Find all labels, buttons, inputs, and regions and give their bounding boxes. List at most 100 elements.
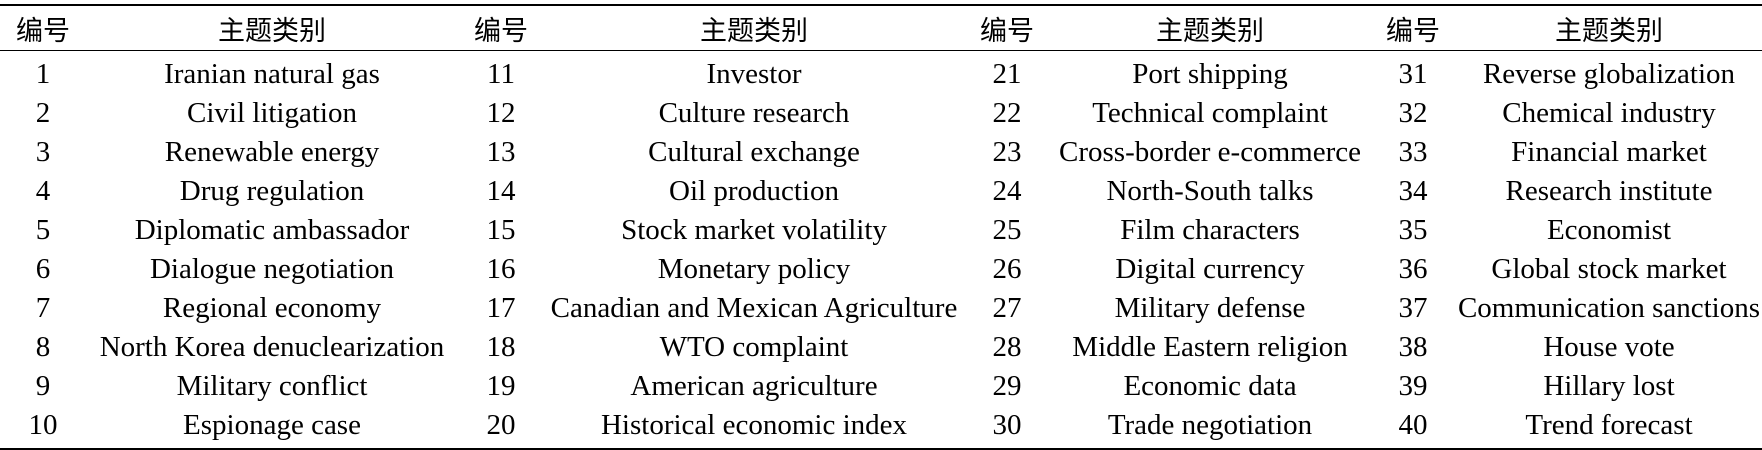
topic-number: 5 xyxy=(35,214,51,246)
topic-category: Diplomatic ambassador xyxy=(134,214,410,246)
topic-number: 1 xyxy=(35,58,51,90)
topic-category: Espionage case xyxy=(183,409,361,441)
topic-number: 14 xyxy=(486,175,516,207)
topic-category: North-South talks xyxy=(1106,175,1314,207)
topic-number: 11 xyxy=(487,58,515,90)
topic-category: Digital currency xyxy=(1115,253,1305,285)
topic-category: Research institute xyxy=(1505,175,1713,207)
table-row: 10 Espionage case 20 Historical economic… xyxy=(0,406,1762,449)
topic-number: 2 xyxy=(35,97,51,129)
topic-category: Civil litigation xyxy=(187,97,357,129)
topic-number: 15 xyxy=(486,214,516,246)
topic-category: Iranian natural gas xyxy=(164,58,380,90)
topic-number: 32 xyxy=(1398,97,1428,129)
topic-category: Communication sanctions xyxy=(1457,292,1761,324)
topic-category: Dialogue negotiation xyxy=(149,253,395,285)
table-row: 8 North Korea denuclearization 18 WTO co… xyxy=(0,328,1762,367)
topic-number: 28 xyxy=(992,331,1022,363)
topic-category: Film characters xyxy=(1120,214,1300,246)
header-topic: 主题类别 xyxy=(1156,15,1264,47)
topic-number: 9 xyxy=(35,370,51,402)
table-row: 1 Iranian natural gas 11 Investor 21 Por… xyxy=(0,51,1762,95)
topic-category: Culture research xyxy=(658,97,850,129)
topic-number: 17 xyxy=(486,292,516,324)
topic-number: 24 xyxy=(992,175,1022,207)
table-row: 7 Regional economy 17 Canadian and Mexic… xyxy=(0,289,1762,328)
topic-category: Financial market xyxy=(1511,136,1707,168)
topic-number: 38 xyxy=(1398,331,1428,363)
topic-number: 18 xyxy=(486,331,516,363)
topic-number: 23 xyxy=(992,136,1022,168)
topic-number: 36 xyxy=(1398,253,1428,285)
table-row: 9 Military conflict 19 American agricult… xyxy=(0,367,1762,406)
header-topic: 主题类别 xyxy=(218,15,326,47)
topic-number: 20 xyxy=(486,409,516,441)
topic-category: Global stock market xyxy=(1491,253,1727,285)
topic-number: 10 xyxy=(28,409,58,441)
topic-category: Port shipping xyxy=(1132,58,1288,90)
topic-category: Drug regulation xyxy=(179,175,365,207)
topic-category: Trend forecast xyxy=(1525,409,1693,441)
topic-number: 6 xyxy=(35,253,51,285)
topic-category: Regional economy xyxy=(162,292,382,324)
topic-category: North Korea denuclearization xyxy=(99,331,445,363)
topic-number: 25 xyxy=(992,214,1022,246)
topic-number: 33 xyxy=(1398,136,1428,168)
topic-number: 12 xyxy=(486,97,516,129)
topic-number: 16 xyxy=(486,253,516,285)
header-row: 编号 主题类别 编号 主题类别 编号 主题类别 编号 主题类别 xyxy=(0,5,1762,51)
topic-number: 39 xyxy=(1398,370,1428,402)
topic-category-table: 编号 主题类别 编号 主题类别 编号 主题类别 编号 主题类别 1 Irania… xyxy=(0,4,1762,450)
topic-number: 21 xyxy=(992,58,1022,90)
topic-number: 4 xyxy=(35,175,51,207)
topic-category: Oil production xyxy=(669,175,839,207)
topic-number: 34 xyxy=(1398,175,1428,207)
topic-category: Technical complaint xyxy=(1092,97,1328,129)
topic-category: WTO complaint xyxy=(659,331,849,363)
topic-number: 27 xyxy=(992,292,1022,324)
topic-number: 31 xyxy=(1398,58,1428,90)
header-topic: 主题类别 xyxy=(1555,15,1663,47)
header-number: 编号 xyxy=(980,15,1034,47)
header-topic: 主题类别 xyxy=(700,15,808,47)
topic-category: Economic data xyxy=(1123,370,1297,402)
topic-number: 29 xyxy=(992,370,1022,402)
topic-category: American agriculture xyxy=(630,370,878,402)
topic-category: Military defense xyxy=(1114,292,1306,324)
topic-number: 37 xyxy=(1398,292,1428,324)
table-row: 5 Diplomatic ambassador 15 Stock market … xyxy=(0,211,1762,250)
topic-category: House vote xyxy=(1543,331,1675,363)
topic-category: Economist xyxy=(1546,214,1672,246)
topic-number: 7 xyxy=(35,292,51,324)
header-number: 编号 xyxy=(474,15,528,47)
topic-category: Canadian and Mexican Agriculture xyxy=(550,292,958,324)
topic-category: Investor xyxy=(706,58,802,90)
topic-number: 19 xyxy=(486,370,516,402)
topic-number: 3 xyxy=(35,136,51,168)
topic-category: Cultural exchange xyxy=(648,136,860,168)
topic-number: 13 xyxy=(486,136,516,168)
table-row: 3 Renewable energy 13 Cultural exchange … xyxy=(0,133,1762,172)
topic-category: Middle Eastern religion xyxy=(1072,331,1348,363)
topic-number: 30 xyxy=(992,409,1022,441)
topic-category: Trade negotiation xyxy=(1107,409,1313,441)
topic-category: Reverse globalization xyxy=(1482,58,1736,90)
topic-category: Historical economic index xyxy=(600,409,907,441)
topic-category: Military conflict xyxy=(176,370,368,402)
topic-number: 22 xyxy=(992,97,1022,129)
header-number: 编号 xyxy=(1386,15,1440,47)
topic-number: 26 xyxy=(992,253,1022,285)
header-number: 编号 xyxy=(16,15,70,47)
topic-number: 35 xyxy=(1398,214,1428,246)
topic-category: Cross-border e-commerce xyxy=(1059,136,1361,168)
table-row: 4 Drug regulation 14 Oil production 24 N… xyxy=(0,172,1762,211)
topic-category: Chemical industry xyxy=(1502,97,1716,129)
topic-category: Hillary lost xyxy=(1543,370,1675,402)
topic-category: Renewable energy xyxy=(164,136,380,168)
topic-number: 8 xyxy=(35,331,51,363)
topic-category: Stock market volatility xyxy=(621,214,887,246)
table-row: 2 Civil litigation 12 Culture research 2… xyxy=(0,94,1762,133)
table-row: 6 Dialogue negotiation 16 Monetary polic… xyxy=(0,250,1762,289)
topic-category: Monetary policy xyxy=(657,253,851,285)
topic-number: 40 xyxy=(1398,409,1428,441)
